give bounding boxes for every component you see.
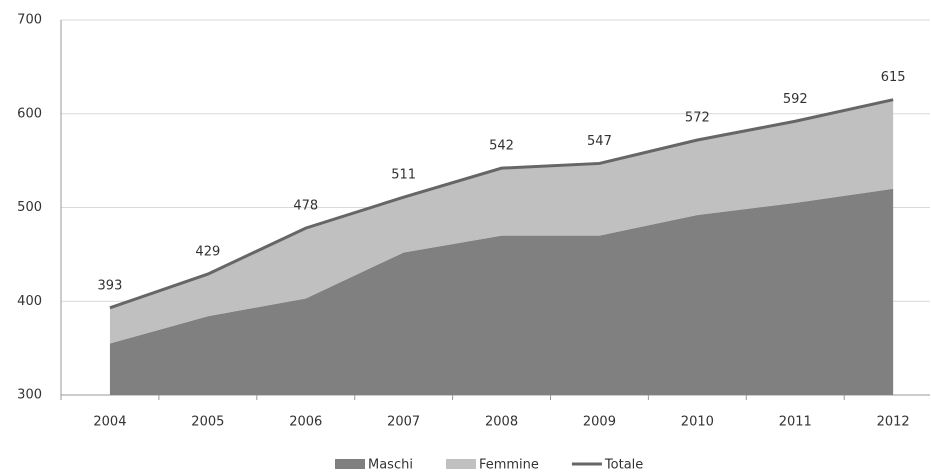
legend-label: Maschi	[368, 458, 413, 473]
x-tick-label: 2007	[387, 415, 420, 430]
line	[109, 98, 894, 310]
data-label: 511	[391, 168, 416, 183]
x-tick-label: 2011	[779, 415, 812, 430]
area	[109, 188, 894, 395]
legend-label: Femmine	[479, 458, 539, 473]
x-tick-label: 2006	[289, 415, 322, 430]
legend-swatch	[445, 459, 476, 469]
legend-swatch	[335, 459, 365, 469]
data-label: 615	[881, 70, 906, 85]
data-label: 393	[98, 278, 123, 293]
legend-label: Totale	[604, 458, 643, 473]
x-tick-label: 2009	[583, 415, 616, 430]
x-tick-label: 2004	[93, 415, 126, 430]
y-tick-label: 500	[17, 200, 42, 215]
y-tick-label: 300	[17, 388, 42, 403]
y-tick-label: 400	[17, 294, 42, 309]
data-label: 572	[685, 111, 710, 126]
data-label: 542	[489, 139, 514, 154]
x-tick-label: 2005	[191, 415, 224, 430]
area	[109, 99, 894, 344]
data-label: 429	[195, 245, 220, 260]
data-label: 478	[293, 199, 318, 214]
x-tick-label: 2012	[877, 415, 910, 430]
data-label: 547	[587, 134, 612, 149]
y-tick-label: 600	[17, 106, 42, 121]
y-tick-label: 700	[17, 13, 42, 28]
x-tick-label: 2010	[681, 415, 714, 430]
data-label: 592	[783, 92, 808, 107]
x-tick-label: 2008	[485, 415, 518, 430]
